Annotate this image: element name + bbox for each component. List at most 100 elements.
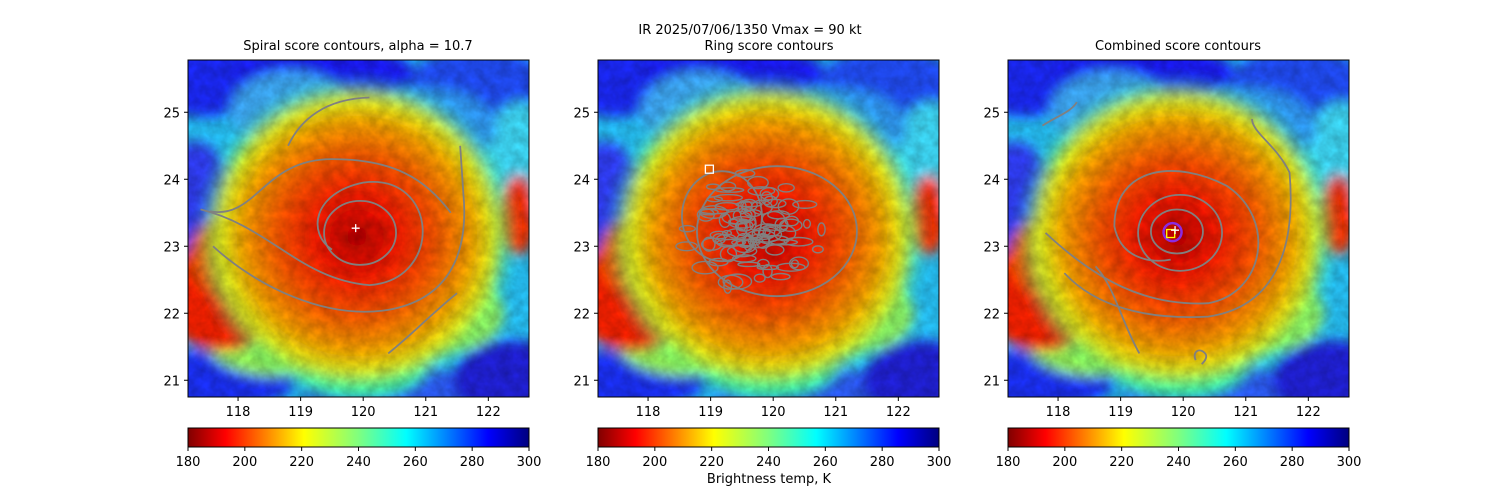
center-marker bbox=[351, 224, 360, 233]
y-tick-label: 21 bbox=[573, 374, 590, 389]
y-tick-label: 21 bbox=[163, 374, 180, 389]
center-marker bbox=[1171, 226, 1180, 235]
contour bbox=[1044, 170, 1260, 305]
contour bbox=[792, 199, 818, 209]
colorbar-tick-label: 300 bbox=[1337, 455, 1362, 470]
panel-title-ring: Ring score contours bbox=[704, 39, 834, 54]
y-tick-label: 23 bbox=[983, 240, 1000, 255]
contour bbox=[719, 245, 738, 263]
contour bbox=[753, 273, 766, 283]
contour bbox=[762, 263, 773, 279]
colorbar-tick-label: 180 bbox=[996, 455, 1021, 470]
x-tick-label: 122 bbox=[886, 405, 911, 420]
colorbar bbox=[1007, 427, 1350, 448]
contour bbox=[774, 217, 789, 233]
contour bbox=[691, 260, 719, 275]
x-tick-label: 120 bbox=[761, 405, 786, 420]
colorbar-tick-label: 300 bbox=[517, 455, 542, 470]
contour bbox=[1094, 265, 1141, 354]
contour bbox=[770, 272, 791, 281]
y-tick-label: 23 bbox=[573, 240, 590, 255]
y-tick-label: 25 bbox=[983, 106, 1000, 121]
colorbar-tick-label: 240 bbox=[346, 455, 371, 470]
colorbar-tick-label: 260 bbox=[1223, 455, 1248, 470]
y-tick-label: 24 bbox=[983, 173, 1000, 188]
contour bbox=[802, 218, 812, 229]
contour bbox=[777, 198, 800, 215]
x-tick-label: 118 bbox=[226, 405, 251, 420]
colorbar-tick-label: 280 bbox=[870, 455, 895, 470]
colorbar-label: Brightness temp, K bbox=[706, 472, 832, 487]
colorbar-tick-label: 200 bbox=[1052, 455, 1077, 470]
contour bbox=[678, 224, 696, 233]
x-tick-label: 119 bbox=[288, 405, 313, 420]
y-tick-label: 22 bbox=[983, 307, 1000, 322]
contour bbox=[1063, 118, 1292, 318]
panel-title-spiral: Spiral score contours, alpha = 10.7 bbox=[243, 39, 473, 54]
contour bbox=[212, 145, 466, 313]
y-tick-label: 24 bbox=[573, 173, 590, 188]
colorbar-tick-label: 300 bbox=[927, 455, 952, 470]
colorbar bbox=[597, 427, 940, 448]
brightness-field bbox=[598, 60, 939, 397]
colorbar bbox=[187, 427, 530, 448]
contour bbox=[681, 170, 763, 263]
x-tick-label: 118 bbox=[636, 405, 661, 420]
x-tick-label: 122 bbox=[1296, 405, 1321, 420]
panel-title-combined: Combined score contours bbox=[1095, 39, 1261, 54]
colorbar-tick-label: 260 bbox=[813, 455, 838, 470]
y-tick-label: 24 bbox=[163, 173, 180, 188]
contour bbox=[721, 229, 733, 237]
contour bbox=[737, 200, 747, 215]
brightness-field bbox=[1008, 60, 1349, 397]
contour bbox=[734, 219, 754, 232]
y-tick-label: 21 bbox=[983, 374, 1000, 389]
contour bbox=[200, 181, 424, 287]
contour bbox=[1193, 349, 1208, 365]
colorbar-tick-label: 240 bbox=[756, 455, 781, 470]
contour bbox=[1041, 101, 1078, 127]
contour bbox=[723, 279, 733, 294]
y-tick-label: 22 bbox=[163, 307, 180, 322]
contour bbox=[675, 241, 699, 252]
colorbar-tick-label: 180 bbox=[586, 455, 611, 470]
contour bbox=[749, 215, 757, 231]
axes-frame bbox=[597, 59, 940, 398]
panel-spiral: 118 119 120 121 122 21 22 23 24 25 180 200 220 240 260… bbox=[163, 59, 542, 470]
contour bbox=[760, 191, 773, 206]
x-tick-label: 121 bbox=[823, 405, 848, 420]
square-marker bbox=[704, 164, 715, 174]
x-tick-label: 121 bbox=[413, 405, 438, 420]
contour bbox=[726, 244, 758, 258]
contour bbox=[209, 158, 452, 214]
colorbar-tick-label: 260 bbox=[403, 455, 428, 470]
contour bbox=[775, 262, 806, 272]
x-tick-label: 118 bbox=[1046, 405, 1071, 420]
panel-ring: 118 119 120 121 122 21 22 23 24 25 180 200 220 240 260… bbox=[573, 59, 952, 470]
contour bbox=[1137, 193, 1223, 272]
x-tick-label: 121 bbox=[1233, 405, 1258, 420]
contour bbox=[783, 236, 814, 247]
contour bbox=[728, 218, 750, 225]
x-tick-label: 120 bbox=[1171, 405, 1196, 420]
x-tick-label: 119 bbox=[698, 405, 723, 420]
contour bbox=[696, 165, 858, 298]
contour bbox=[817, 222, 826, 237]
contour bbox=[387, 292, 458, 355]
panel-combined: 118 119 120 121 122 21 22 23 24 25 180 200 220 240 260… bbox=[983, 59, 1362, 470]
axes-frame bbox=[1007, 59, 1350, 398]
colorbar-tick-label: 200 bbox=[232, 455, 257, 470]
colorbar-tick-label: 220 bbox=[699, 455, 724, 470]
contour bbox=[722, 273, 753, 290]
colorbar-tick-label: 200 bbox=[642, 455, 667, 470]
colorbar-tick-label: 220 bbox=[1109, 455, 1134, 470]
y-tick-label: 25 bbox=[573, 106, 590, 121]
contour bbox=[737, 261, 761, 268]
contour bbox=[718, 212, 732, 229]
contour bbox=[788, 256, 810, 271]
contour bbox=[323, 199, 397, 266]
contour bbox=[702, 236, 716, 252]
colorbar-tick-label: 280 bbox=[1280, 455, 1305, 470]
colorbar-tick-label: 180 bbox=[176, 455, 201, 470]
